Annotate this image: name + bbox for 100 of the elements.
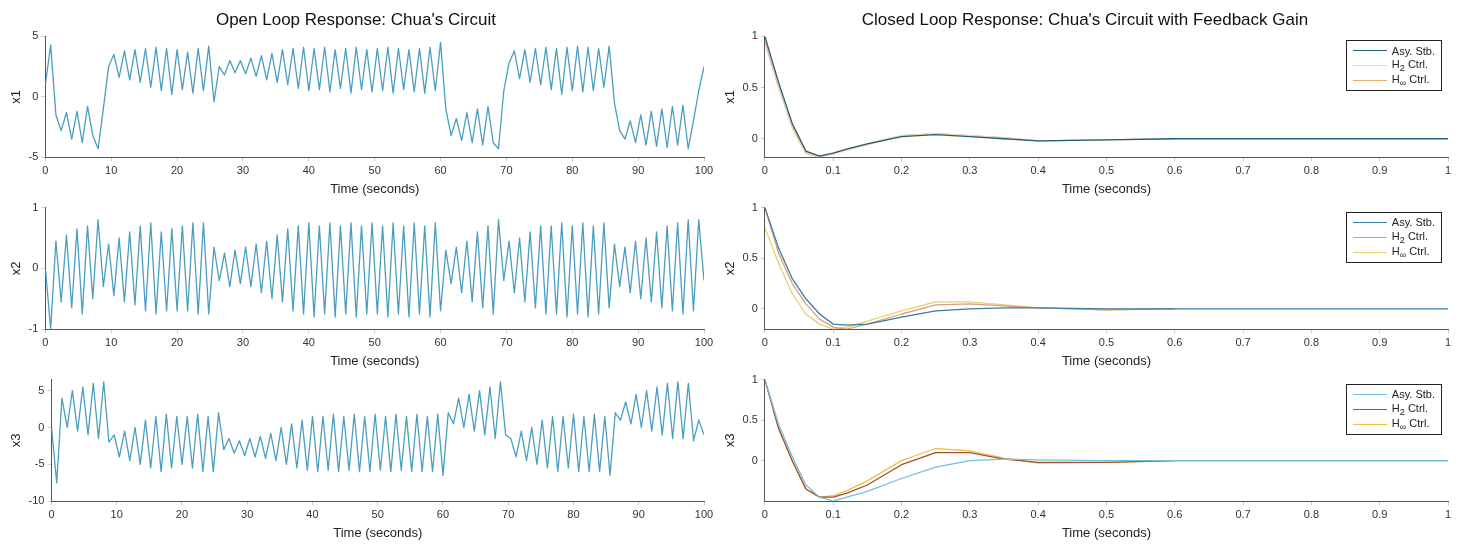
- y-tick-label: 0: [751, 301, 758, 314]
- x-tick-label: 40: [302, 163, 315, 176]
- legend-label: Asy. Stb.: [1391, 216, 1435, 229]
- legend-label: H$_{2}$ Ctrl.: [1391, 58, 1429, 74]
- x-tick-label: 0.9: [1372, 507, 1388, 520]
- x-tick-label: 0.6: [1167, 335, 1183, 348]
- x-tick-label: 80: [566, 335, 579, 348]
- x-tick-label: 0.7: [1235, 507, 1251, 520]
- x-tick-label: 90: [632, 163, 645, 176]
- y-tick-label: 1: [32, 200, 39, 213]
- x-tick-label: 0: [761, 507, 768, 520]
- x-axis-title: Time (seconds): [1061, 524, 1151, 540]
- x-tick-label: 0.3: [962, 507, 978, 520]
- x-tick-label: 10: [105, 163, 118, 176]
- x-axis-title: Time (seconds): [1061, 352, 1151, 368]
- x-tick-label: 0.2: [893, 335, 910, 348]
- x-tick-label: 0.3: [962, 335, 978, 348]
- legend-label: H$_{∞}$ Ctrl.: [1391, 73, 1430, 89]
- x-tick-label: 0.8: [1303, 335, 1320, 348]
- legend-label: H$_{∞}$ Ctrl.: [1391, 416, 1430, 432]
- x-tick-label: 70: [502, 507, 515, 520]
- x-tick-label: 0.5: [1098, 163, 1115, 176]
- x-tick-label: 1: [1444, 335, 1452, 348]
- x-tick-label: 80: [566, 163, 579, 176]
- x-tick-label: 50: [368, 335, 381, 348]
- x-tick-label: 0.5: [1098, 507, 1115, 520]
- y-tick-label: 0.5: [742, 80, 758, 93]
- x-tick-label: 100: [694, 507, 714, 520]
- x-tick-label: 40: [302, 335, 315, 348]
- x-tick-label: 1: [1444, 163, 1452, 176]
- x-tick-label: 60: [434, 163, 447, 176]
- x-tick-label: 30: [241, 507, 254, 520]
- legend-label: Asy. Stb.: [1391, 388, 1435, 401]
- y-axis-title: x3: [722, 433, 738, 448]
- x-tick-label: 0.7: [1235, 163, 1251, 176]
- y-axis-title: x3: [8, 433, 24, 448]
- y-tick-label: 1: [751, 372, 758, 385]
- y-tick-label: -10: [28, 494, 45, 507]
- x-tick-label: 0.7: [1235, 335, 1251, 348]
- x-tick-label: 40: [306, 507, 319, 520]
- x-tick-label: 0.2: [893, 163, 910, 176]
- x-tick-label: 50: [371, 507, 384, 520]
- x-tick-label: 90: [632, 507, 645, 520]
- x-tick-label: 30: [236, 163, 250, 176]
- x-tick-label: 100: [694, 163, 714, 176]
- y-tick-label: 5: [38, 383, 45, 396]
- x-tick-label: 10: [110, 507, 123, 520]
- y-tick-label: 0.5: [742, 413, 758, 426]
- x-axis-title: Time (seconds): [333, 524, 423, 540]
- x-axis-title: Time (seconds): [330, 180, 420, 196]
- x-tick-label: 20: [175, 507, 189, 520]
- x-tick-label: 0.3: [962, 163, 978, 176]
- x-axis-title: Time (seconds): [330, 352, 420, 368]
- y-axis-title: x1: [722, 89, 738, 104]
- x-tick-label: 70: [500, 335, 513, 348]
- x-tick-label: 0.4: [1030, 335, 1046, 348]
- x-tick-label: 0.1: [825, 507, 841, 520]
- x-tick-label: 30: [236, 335, 250, 348]
- x-tick-label: 0: [761, 163, 768, 176]
- x-tick-label: 0.6: [1167, 163, 1183, 176]
- x-tick-label: 0: [48, 507, 55, 520]
- x-tick-label: 70: [500, 163, 513, 176]
- x-tick-label: 50: [368, 163, 381, 176]
- x-tick-label: 1: [1444, 507, 1452, 520]
- x-tick-label: 0.8: [1303, 507, 1320, 520]
- chart-title: Closed Loop Response: Chua's Circuit with Feedback Gain: [861, 9, 1309, 29]
- y-tick-label: -5: [28, 150, 39, 163]
- x-tick-label: 100: [694, 335, 714, 348]
- legend-label: H$_{2}$ Ctrl.: [1391, 229, 1429, 245]
- x-tick-label: 0.6: [1167, 507, 1183, 520]
- y-tick-label: 0: [32, 89, 39, 102]
- x-tick-label: 20: [170, 163, 184, 176]
- x-axis-title: Time (seconds): [1061, 180, 1151, 196]
- y-tick-label: 0: [751, 131, 758, 144]
- legend-label: H$_{∞}$ Ctrl.: [1391, 244, 1430, 260]
- x-tick-label: 20: [170, 335, 184, 348]
- x-tick-label: 60: [434, 335, 447, 348]
- y-tick-label: 0: [751, 453, 758, 466]
- y-axis-title: x2: [722, 261, 738, 276]
- y-tick-label: 5: [32, 29, 39, 42]
- x-tick-label: 90: [632, 335, 645, 348]
- y-tick-label: 0: [32, 261, 39, 274]
- x-tick-label: 0.1: [825, 163, 841, 176]
- x-tick-label: 0.4: [1030, 163, 1046, 176]
- x-tick-label: 0.9: [1372, 163, 1388, 176]
- legend-label: Asy. Stb.: [1391, 44, 1435, 57]
- x-tick-label: 60: [436, 507, 450, 520]
- y-tick-label: -1: [28, 322, 39, 335]
- x-tick-label: 0.4: [1030, 507, 1046, 520]
- x-tick-label: 0.8: [1303, 163, 1320, 176]
- x-tick-label: 0.2: [893, 507, 910, 520]
- x-tick-label: 0: [761, 335, 768, 348]
- y-tick-label: 1: [751, 200, 758, 213]
- y-tick-label: -5: [34, 457, 45, 470]
- y-axis-title: x1: [8, 89, 24, 104]
- x-tick-label: 80: [567, 507, 580, 520]
- x-tick-label: 0.9: [1372, 335, 1388, 348]
- x-tick-label: 10: [105, 335, 118, 348]
- legend-label: H$_{2}$ Ctrl.: [1391, 401, 1429, 417]
- x-tick-label: 0.1: [825, 335, 841, 348]
